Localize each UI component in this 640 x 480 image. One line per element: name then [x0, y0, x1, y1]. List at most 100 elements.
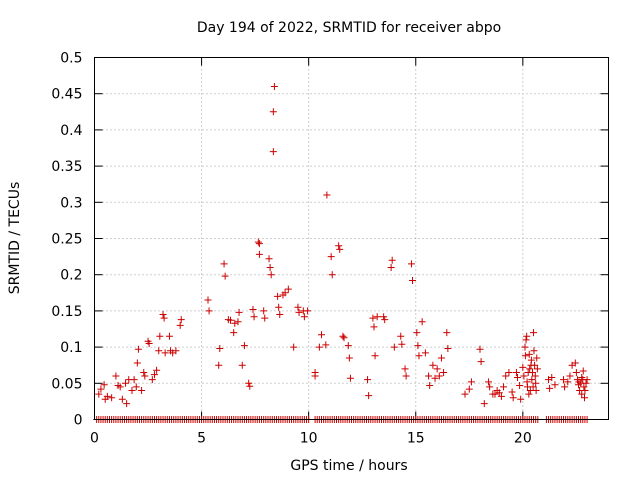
data-point: [561, 383, 569, 391]
data-point: [118, 395, 126, 403]
data-point: [122, 379, 130, 387]
data-point: [461, 390, 469, 398]
scatter-points: [93, 82, 591, 423]
plot-border: [94, 57, 609, 420]
x-axis-label: GPS time / hours: [290, 458, 407, 474]
data-point: [579, 367, 587, 375]
data-point: [523, 332, 531, 340]
data-point: [437, 354, 445, 362]
data-point: [284, 285, 292, 293]
data-point: [335, 242, 343, 250]
data-point: [304, 307, 312, 315]
data-point: [95, 390, 103, 398]
data-point: [246, 382, 254, 390]
data-point: [388, 256, 396, 264]
data-point: [133, 359, 141, 367]
data-point: [275, 303, 283, 311]
data-point: [300, 313, 308, 321]
y-tick-label: 0.15: [51, 304, 82, 320]
data-point: [425, 372, 433, 380]
data-point: [249, 305, 257, 313]
y-tick-label: 0.2: [60, 268, 82, 284]
data-point: [407, 260, 415, 268]
data-point: [505, 368, 513, 376]
data-point: [429, 361, 437, 369]
y-tick-label: 0.05: [51, 376, 82, 392]
data-point: [100, 381, 108, 389]
data-point: [311, 372, 319, 380]
y-tick-label: 0: [74, 413, 83, 429]
data-point: [295, 308, 303, 316]
x-tick-labels: 0 5 10 15 20: [90, 431, 532, 447]
data-point: [172, 347, 180, 355]
data-point: [512, 368, 520, 376]
data-point: [254, 238, 262, 246]
data-point: [431, 374, 439, 382]
data-point: [234, 318, 242, 326]
data-point: [128, 387, 136, 395]
data-point: [491, 390, 499, 398]
data-point: [525, 350, 533, 358]
data-point: [521, 352, 529, 360]
data-point: [116, 383, 124, 391]
data-point: [583, 376, 591, 384]
data-point: [529, 383, 537, 391]
data-point: [414, 342, 422, 350]
data-point: [415, 352, 423, 360]
data-point: [578, 374, 586, 382]
data-point: [526, 365, 534, 373]
data-point: [531, 361, 539, 369]
data-point: [345, 354, 353, 362]
y-axis-label: SRMTID / TECUs: [7, 182, 23, 295]
data-point: [513, 374, 521, 382]
data-point: [531, 372, 539, 380]
data-point: [276, 311, 284, 319]
data-point: [112, 372, 120, 380]
data-point: [155, 347, 163, 355]
data-point: [509, 394, 517, 402]
data-point: [517, 395, 525, 403]
data-point: [344, 342, 352, 350]
y-tick-label: 0.1: [60, 340, 82, 356]
data-point: [364, 376, 372, 384]
data-point: [580, 383, 588, 391]
data-point: [532, 379, 540, 387]
y-tick-label: 0.45: [51, 87, 82, 103]
data-point: [138, 387, 146, 395]
data-point: [130, 376, 138, 384]
data-point: [578, 390, 586, 398]
data-point: [502, 372, 510, 380]
data-point: [261, 314, 269, 322]
y-tick-labels: 0 0.05 0.1 0.15 0.2 0.25 0.3 0.35 0.4 0.45 0.5: [51, 51, 82, 429]
data-point: [153, 366, 161, 374]
data-point: [148, 376, 156, 384]
data-point: [318, 331, 326, 339]
data-point: [486, 383, 494, 391]
data-point: [177, 316, 185, 324]
data-point: [373, 313, 381, 321]
data-point: [160, 314, 168, 322]
data-point: [477, 358, 485, 366]
data-point: [132, 383, 140, 391]
data-point: [370, 323, 378, 331]
data-point: [443, 329, 451, 337]
data-point: [269, 148, 277, 156]
data-point: [516, 381, 524, 389]
data-point: [522, 336, 530, 344]
data-point: [566, 372, 574, 380]
data-point: [409, 276, 417, 284]
data-point: [255, 240, 263, 248]
data-point: [159, 311, 167, 319]
data-point: [161, 349, 169, 357]
data-point: [108, 394, 116, 402]
data-point: [339, 332, 347, 340]
data-point: [226, 316, 234, 324]
data-point: [176, 321, 184, 329]
data-point: [235, 308, 243, 316]
data-point: [215, 361, 223, 369]
data-point: [238, 361, 246, 369]
data-point: [426, 381, 434, 389]
data-point: [255, 250, 263, 258]
data-point: [564, 378, 572, 386]
